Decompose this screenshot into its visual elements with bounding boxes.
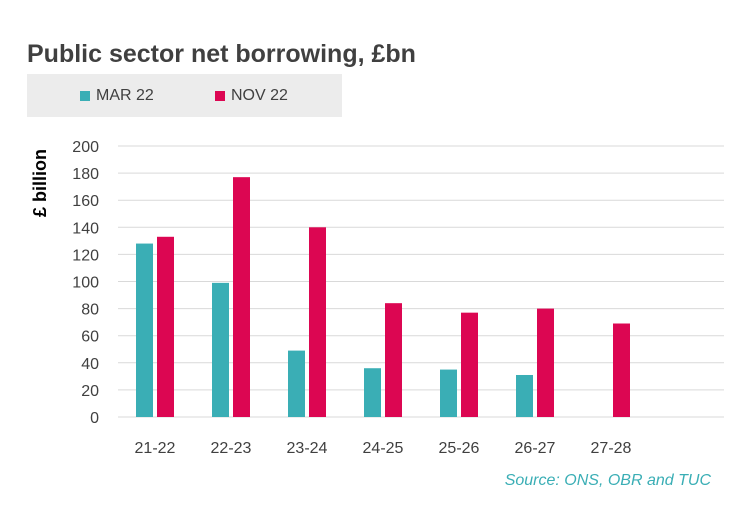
bar-nov-22-25-26 [461, 312, 478, 417]
y-axis-title: £ billion [30, 149, 50, 217]
gridlines [118, 145, 724, 418]
bar-nov-22-21-22 [157, 236, 174, 417]
y-tick-label-60: 60 [81, 329, 99, 346]
legend-item-nov-22: NOV 22 [215, 87, 288, 105]
y-tick-label-140: 140 [72, 220, 99, 237]
x-tick-label-26-27: 26-27 [515, 440, 556, 457]
bar-mar-22-22-23 [212, 282, 229, 417]
legend-label-nov-22: NOV 22 [231, 87, 288, 104]
bar-nov-22-22-23 [233, 177, 250, 417]
x-tick-label-21-22: 21-22 [135, 440, 176, 457]
legend-swatch-nov-22 [215, 91, 225, 101]
x-tick-label-24-25: 24-25 [363, 440, 404, 457]
y-tick-label-180: 180 [72, 166, 99, 183]
y-tick-label-40: 40 [81, 356, 99, 373]
bar-nov-22-23-24 [309, 227, 326, 417]
bars [136, 177, 630, 417]
x-axis-ticks: 21-22 22-23 23-24 24-25 25-26 26-27 27-28 [135, 440, 632, 457]
bar-mar-22-25-26 [440, 369, 457, 417]
bar-mar-22-23-24 [288, 350, 305, 417]
bar-mar-22-26-27 [516, 374, 533, 417]
x-tick-label-27-28: 27-28 [591, 440, 632, 457]
y-tick-label-120: 120 [72, 247, 99, 264]
chart-title: Public sector net borrowing, £bn [27, 40, 416, 68]
x-tick-label-22-23: 22-23 [211, 440, 252, 457]
y-tick-label-0: 0 [90, 410, 99, 427]
y-tick-label-160: 160 [72, 193, 99, 210]
legend-swatch-mar-22 [80, 91, 90, 101]
x-tick-label-25-26: 25-26 [439, 440, 480, 457]
y-axis-ticks: 0 20 40 60 80 100 120 140 160 180 200 [72, 139, 99, 427]
legend-label-mar-22: MAR 22 [96, 87, 154, 104]
y-tick-label-100: 100 [72, 275, 99, 292]
y-tick-label-80: 80 [81, 302, 99, 319]
x-tick-label-23-24: 23-24 [287, 440, 328, 457]
bar-nov-22-26-27 [537, 308, 554, 417]
chart-legend: MAR 22 NOV 22 [27, 74, 342, 117]
source-note: Source: ONS, OBR and TUC [504, 472, 711, 489]
bar-nov-22-27-28 [613, 323, 630, 417]
bar-mar-22-24-25 [364, 368, 381, 417]
y-tick-label-200: 200 [72, 139, 99, 156]
bar-mar-22-21-22 [136, 243, 153, 417]
bar-nov-22-24-25 [385, 303, 402, 417]
y-tick-label-20: 20 [81, 383, 99, 400]
legend-item-mar-22: MAR 22 [80, 87, 154, 105]
